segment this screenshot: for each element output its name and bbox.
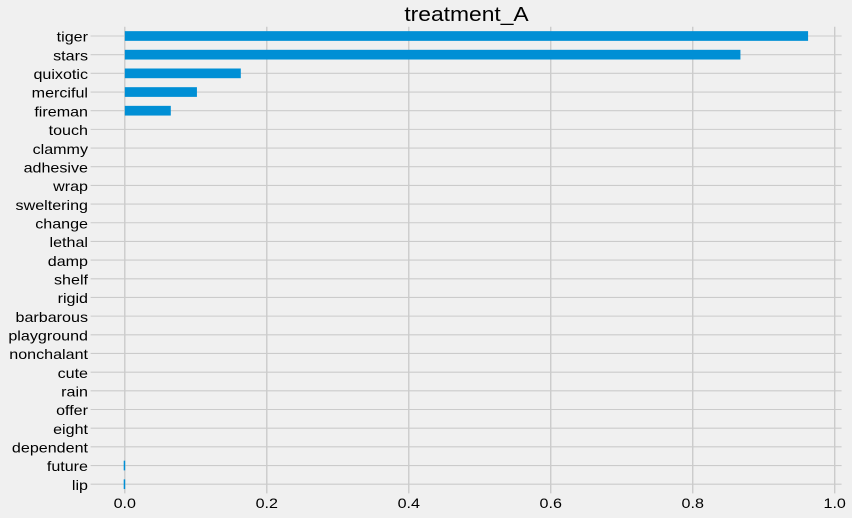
svg-text:merciful: merciful xyxy=(32,86,88,102)
svg-text:0.2: 0.2 xyxy=(256,496,278,512)
svg-text:rigid: rigid xyxy=(58,291,88,307)
svg-text:tiger: tiger xyxy=(57,30,88,46)
svg-text:wrap: wrap xyxy=(52,179,88,195)
svg-text:sweltering: sweltering xyxy=(16,198,88,214)
svg-text:treatment_A: treatment_A xyxy=(404,3,529,25)
svg-text:damp: damp xyxy=(48,254,88,270)
svg-text:barbarous: barbarous xyxy=(16,310,88,326)
svg-text:stars: stars xyxy=(53,48,88,64)
svg-text:nonchalant: nonchalant xyxy=(9,347,89,363)
svg-text:adhesive: adhesive xyxy=(24,160,88,176)
svg-text:0.8: 0.8 xyxy=(682,496,704,512)
svg-text:offer: offer xyxy=(56,403,88,419)
svg-text:1.0: 1.0 xyxy=(824,496,846,512)
svg-text:lethal: lethal xyxy=(50,235,88,251)
svg-text:lip: lip xyxy=(72,478,88,494)
svg-text:0.0: 0.0 xyxy=(114,496,136,512)
svg-text:clammy: clammy xyxy=(33,142,89,158)
svg-text:cute: cute xyxy=(58,366,88,382)
svg-text:rain: rain xyxy=(61,384,88,400)
svg-text:eight: eight xyxy=(53,422,89,438)
svg-text:fireman: fireman xyxy=(34,104,88,120)
svg-text:dependent: dependent xyxy=(12,440,89,456)
svg-text:playground: playground xyxy=(8,328,88,344)
svg-text:shelf: shelf xyxy=(54,272,89,288)
svg-text:change: change xyxy=(35,216,88,232)
svg-text:quixotic: quixotic xyxy=(33,67,88,83)
svg-text:touch: touch xyxy=(49,123,88,139)
svg-text:future: future xyxy=(47,459,88,475)
svg-text:0.6: 0.6 xyxy=(540,496,562,512)
svg-text:0.4: 0.4 xyxy=(398,496,420,512)
